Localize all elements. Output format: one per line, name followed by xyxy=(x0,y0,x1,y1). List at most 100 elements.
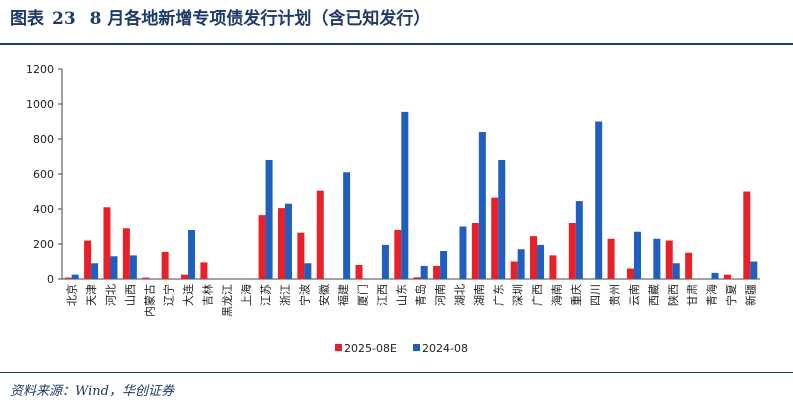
bar-series1 xyxy=(142,277,150,279)
bar-series2 xyxy=(537,244,545,280)
bar-series2 xyxy=(595,121,603,279)
category-label: 宁夏 xyxy=(724,284,738,306)
category-label: 陕西 xyxy=(666,284,680,306)
category-label: 内蒙古 xyxy=(142,284,156,317)
bar-series2 xyxy=(711,272,719,280)
category-label: 甘肃 xyxy=(686,284,699,306)
category-label: 上海 xyxy=(239,284,253,306)
bar-series1 xyxy=(355,265,363,279)
bar-series2 xyxy=(110,256,118,279)
bar-series1 xyxy=(743,191,751,279)
bar-series2 xyxy=(304,263,312,279)
source-rule xyxy=(0,372,793,373)
category-label: 福建 xyxy=(336,284,350,306)
category-label: 西藏 xyxy=(647,284,660,306)
bar-series1 xyxy=(297,232,305,280)
category-label: 海南 xyxy=(549,284,563,306)
bar-series2 xyxy=(343,172,351,279)
bar-series1 xyxy=(103,207,111,279)
category-label: 广西 xyxy=(531,284,544,306)
category-label: 大连 xyxy=(181,284,195,306)
bar-series2 xyxy=(575,201,583,280)
bar-series2 xyxy=(478,132,486,279)
legend-swatch xyxy=(335,344,342,351)
bar-series1 xyxy=(277,208,285,280)
bar-series1 xyxy=(64,277,72,279)
bar-series2 xyxy=(653,238,661,279)
category-label: 重庆 xyxy=(569,284,583,306)
bar-series1 xyxy=(665,240,673,279)
category-label: 吉林 xyxy=(200,284,214,306)
chart-axes: 0 200 400 600 800 1000 1200 xyxy=(26,63,760,286)
bar-series2 xyxy=(459,226,467,279)
chart-legend: 2025-08E 2024-08 xyxy=(335,342,468,355)
bar-series1 xyxy=(510,261,518,279)
category-labels: 北京 天津 河北 山西 内蒙古 辽宁 大连 吉林 黑龙江 上海 江苏 浙江 宁波 安徽 福建 厦门 江西 山东 青岛… xyxy=(65,284,758,317)
y-tick-label: 800 xyxy=(33,133,54,146)
category-label: 新疆 xyxy=(743,284,757,306)
bar-series1 xyxy=(433,265,441,280)
bar-series1 xyxy=(471,223,479,279)
y-tick-label: 200 xyxy=(33,238,54,251)
category-label: 河南 xyxy=(434,284,447,306)
y-tick-label: 400 xyxy=(33,203,54,216)
category-label: 四川 xyxy=(589,284,602,306)
category-label: 青海 xyxy=(705,284,719,306)
chart-bars xyxy=(64,111,758,280)
category-label: 江苏 xyxy=(260,284,273,306)
bar-series1 xyxy=(568,223,576,279)
bar-series1 xyxy=(413,277,421,279)
category-label: 黑龙江 xyxy=(221,284,234,317)
category-label: 北京 xyxy=(65,284,79,306)
category-label: 深圳 xyxy=(512,284,525,306)
bar-series2 xyxy=(440,251,448,279)
bar-series1 xyxy=(723,274,731,280)
category-label: 宁波 xyxy=(297,284,311,306)
figure-label: 图表 xyxy=(10,9,44,29)
category-label: 贵州 xyxy=(609,284,622,306)
y-tick-label: 600 xyxy=(33,168,54,181)
category-label: 广东 xyxy=(492,284,505,306)
category-label: 辽宁 xyxy=(162,284,176,306)
category-label: 厦门 xyxy=(356,284,370,306)
figure-title-text: 8 月各地新增专项债发行计划（含已知发行） xyxy=(89,9,431,29)
figure-title: 图表 23 8 月各地新增专项债发行计划（含已知发行） xyxy=(10,6,430,32)
bar-series1 xyxy=(181,274,189,280)
bar-series1 xyxy=(122,228,130,279)
legend-label: 2024-08 xyxy=(422,342,468,355)
category-label: 江西 xyxy=(376,284,389,306)
bar-series2 xyxy=(71,274,79,280)
bar-series2 xyxy=(381,244,389,280)
category-label: 青岛 xyxy=(414,284,428,306)
y-tick-label: 1200 xyxy=(26,63,54,76)
bar-series2 xyxy=(672,263,680,279)
category-label: 山西 xyxy=(124,284,137,306)
bar-series2 xyxy=(517,249,525,279)
bar-series2 xyxy=(633,231,641,279)
bar-series2 xyxy=(498,160,506,279)
bar-series1 xyxy=(161,251,169,280)
category-label: 云南 xyxy=(628,284,641,306)
y-tick-label: 0 xyxy=(47,273,54,286)
bar-series2 xyxy=(129,255,137,280)
legend-label: 2025-08E xyxy=(344,342,397,355)
bar-series2 xyxy=(284,203,292,279)
bar-series1 xyxy=(316,190,324,280)
bar-series1 xyxy=(491,197,499,280)
figure-number: 23 xyxy=(52,9,76,29)
bar-series1 xyxy=(607,238,615,279)
bar-series2 xyxy=(420,265,428,280)
bar-series1 xyxy=(200,262,208,280)
source-note: 资料来源：Wind，华创证券 xyxy=(10,384,174,399)
category-label: 河北 xyxy=(104,284,117,306)
bar-series1 xyxy=(626,268,634,279)
bar-series2 xyxy=(91,263,99,279)
category-label: 浙江 xyxy=(279,284,292,306)
category-label: 天津 xyxy=(85,284,98,306)
category-label: 安徽 xyxy=(317,284,331,306)
y-tick-label: 1000 xyxy=(26,98,54,111)
bar-series1 xyxy=(530,236,538,280)
bar-series2 xyxy=(750,261,758,279)
title-rule xyxy=(0,43,793,45)
